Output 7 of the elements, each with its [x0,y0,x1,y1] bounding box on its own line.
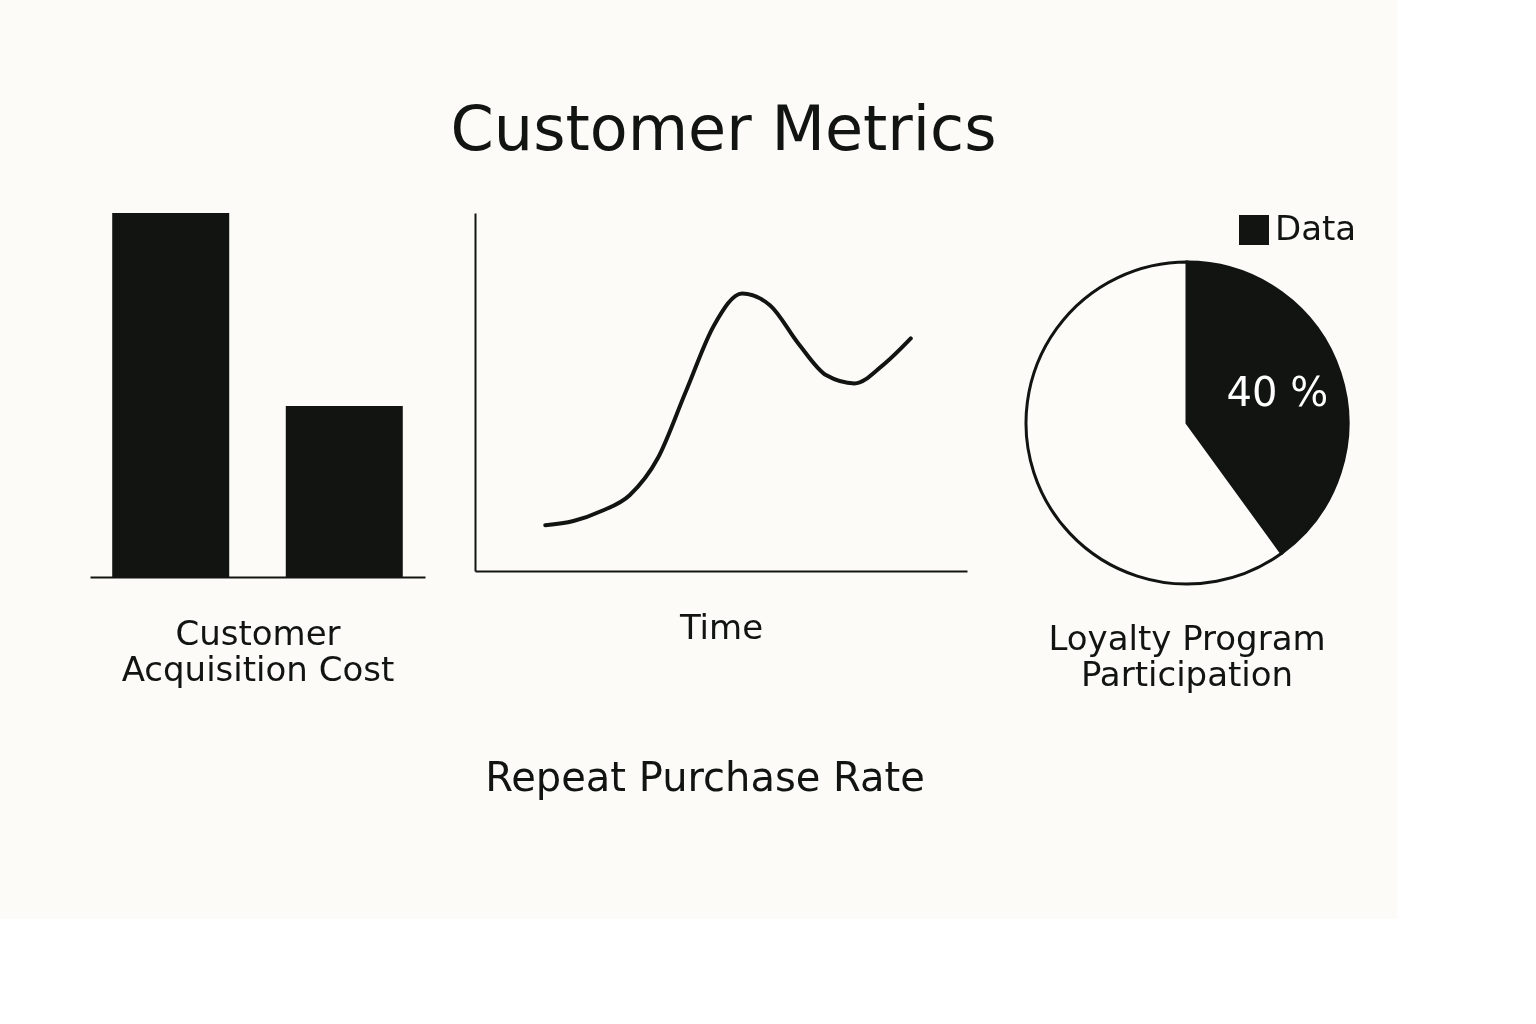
text: Loyalty Program Participation [1048,618,1326,694]
text: Repeat Purchase Rate [485,754,925,800]
x-axis-title: Customer Acquisition Cost [121,612,395,689]
x-axis-title: Time [678,606,764,647]
text: Customer Metrics [450,92,997,165]
data-label: 40 % [1226,368,1329,415]
legend-label: Data [1275,208,1357,248]
